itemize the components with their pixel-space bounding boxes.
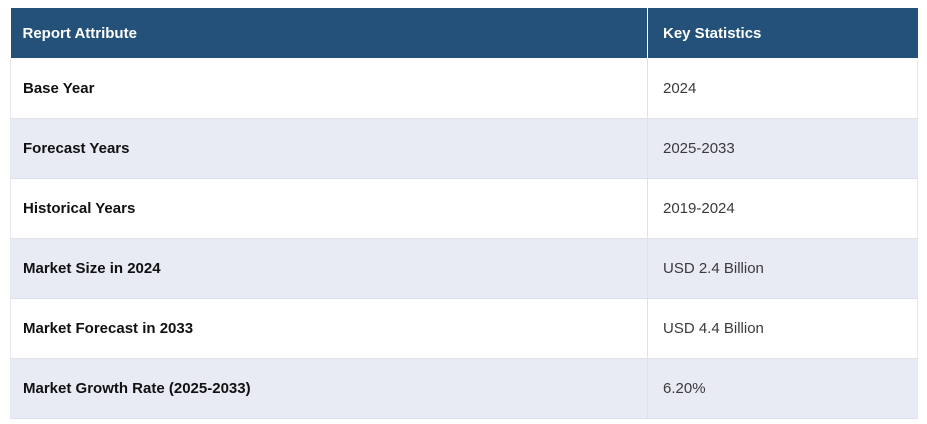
- table-row: Market Growth Rate (2025-2033) 6.20%: [10, 358, 918, 419]
- table-row: Market Forecast in 2033 USD 4.4 Billion: [10, 298, 918, 359]
- table-row: Market Size in 2024 USD 2.4 Billion: [10, 238, 918, 299]
- value-cell: 2019-2024: [647, 178, 918, 239]
- table-row: Forecast Years 2025-2033: [10, 118, 918, 179]
- attribute-cell: Forecast Years: [10, 118, 648, 179]
- attribute-cell: Market Size in 2024: [10, 238, 648, 299]
- value-cell: USD 4.4 Billion: [647, 298, 918, 359]
- value-cell: USD 2.4 Billion: [647, 238, 918, 299]
- attribute-cell: Market Growth Rate (2025-2033): [10, 358, 648, 419]
- value-cell: 2025-2033: [647, 118, 918, 179]
- value-cell: 2024: [647, 58, 918, 119]
- value-cell: 6.20%: [647, 358, 918, 419]
- attribute-cell: Market Forecast in 2033: [10, 298, 648, 359]
- column-header-report-attribute: Report Attribute: [10, 8, 648, 59]
- report-statistics-table: Report Attribute Key Statistics Base Yea…: [10, 8, 918, 419]
- table-row: Base Year 2024: [10, 58, 918, 119]
- column-header-key-statistics: Key Statistics: [647, 8, 918, 59]
- table-row: Historical Years 2019-2024: [10, 178, 918, 239]
- attribute-cell: Historical Years: [10, 178, 648, 239]
- table-header-row: Report Attribute Key Statistics: [10, 8, 918, 59]
- attribute-cell: Base Year: [10, 58, 648, 119]
